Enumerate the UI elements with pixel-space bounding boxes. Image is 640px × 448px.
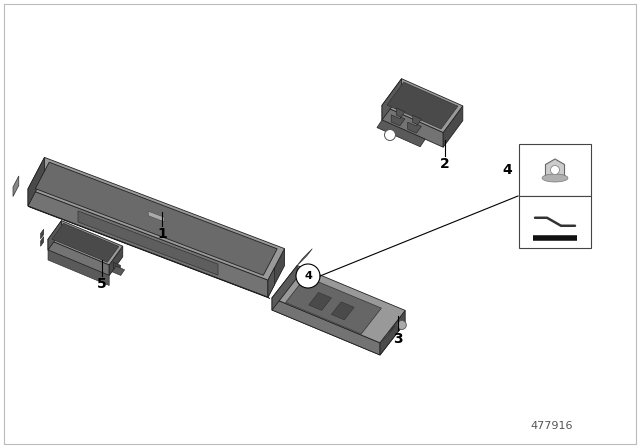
Polygon shape [48,221,123,265]
Polygon shape [112,266,125,276]
Polygon shape [48,221,61,250]
Polygon shape [408,115,421,133]
Bar [519,196,591,248]
Polygon shape [297,249,312,265]
Polygon shape [272,265,405,343]
Text: 4: 4 [502,163,512,177]
Bar [519,144,591,196]
Polygon shape [380,310,405,355]
Polygon shape [78,211,218,275]
Polygon shape [28,157,45,206]
Polygon shape [109,246,123,276]
Text: 2: 2 [440,157,450,171]
Polygon shape [382,79,463,133]
Polygon shape [545,159,564,181]
Text: 4: 4 [304,271,312,281]
Polygon shape [113,262,120,271]
Polygon shape [40,237,44,246]
Polygon shape [28,206,270,298]
Polygon shape [380,326,395,343]
Circle shape [550,165,559,175]
Text: 5: 5 [97,277,107,291]
Polygon shape [48,239,109,276]
Text: 3: 3 [393,332,403,346]
Polygon shape [268,267,275,297]
Circle shape [296,264,320,288]
Text: 1: 1 [157,227,167,241]
Polygon shape [308,293,332,310]
Polygon shape [272,265,297,310]
Circle shape [385,129,396,141]
Polygon shape [391,108,405,126]
Polygon shape [382,79,402,120]
Polygon shape [272,278,405,355]
Text: 477916: 477916 [531,421,573,431]
Polygon shape [52,223,119,262]
Polygon shape [28,157,285,280]
Polygon shape [285,276,381,334]
Circle shape [397,320,406,330]
Polygon shape [28,189,268,297]
Polygon shape [40,229,44,239]
Polygon shape [387,82,458,129]
Polygon shape [148,211,164,222]
Polygon shape [35,162,277,276]
Polygon shape [268,249,285,297]
Polygon shape [332,302,354,320]
Polygon shape [382,105,443,147]
Polygon shape [377,120,425,147]
Polygon shape [443,106,463,147]
Polygon shape [13,176,19,197]
Polygon shape [542,174,568,182]
Polygon shape [272,298,380,355]
Polygon shape [48,250,109,285]
